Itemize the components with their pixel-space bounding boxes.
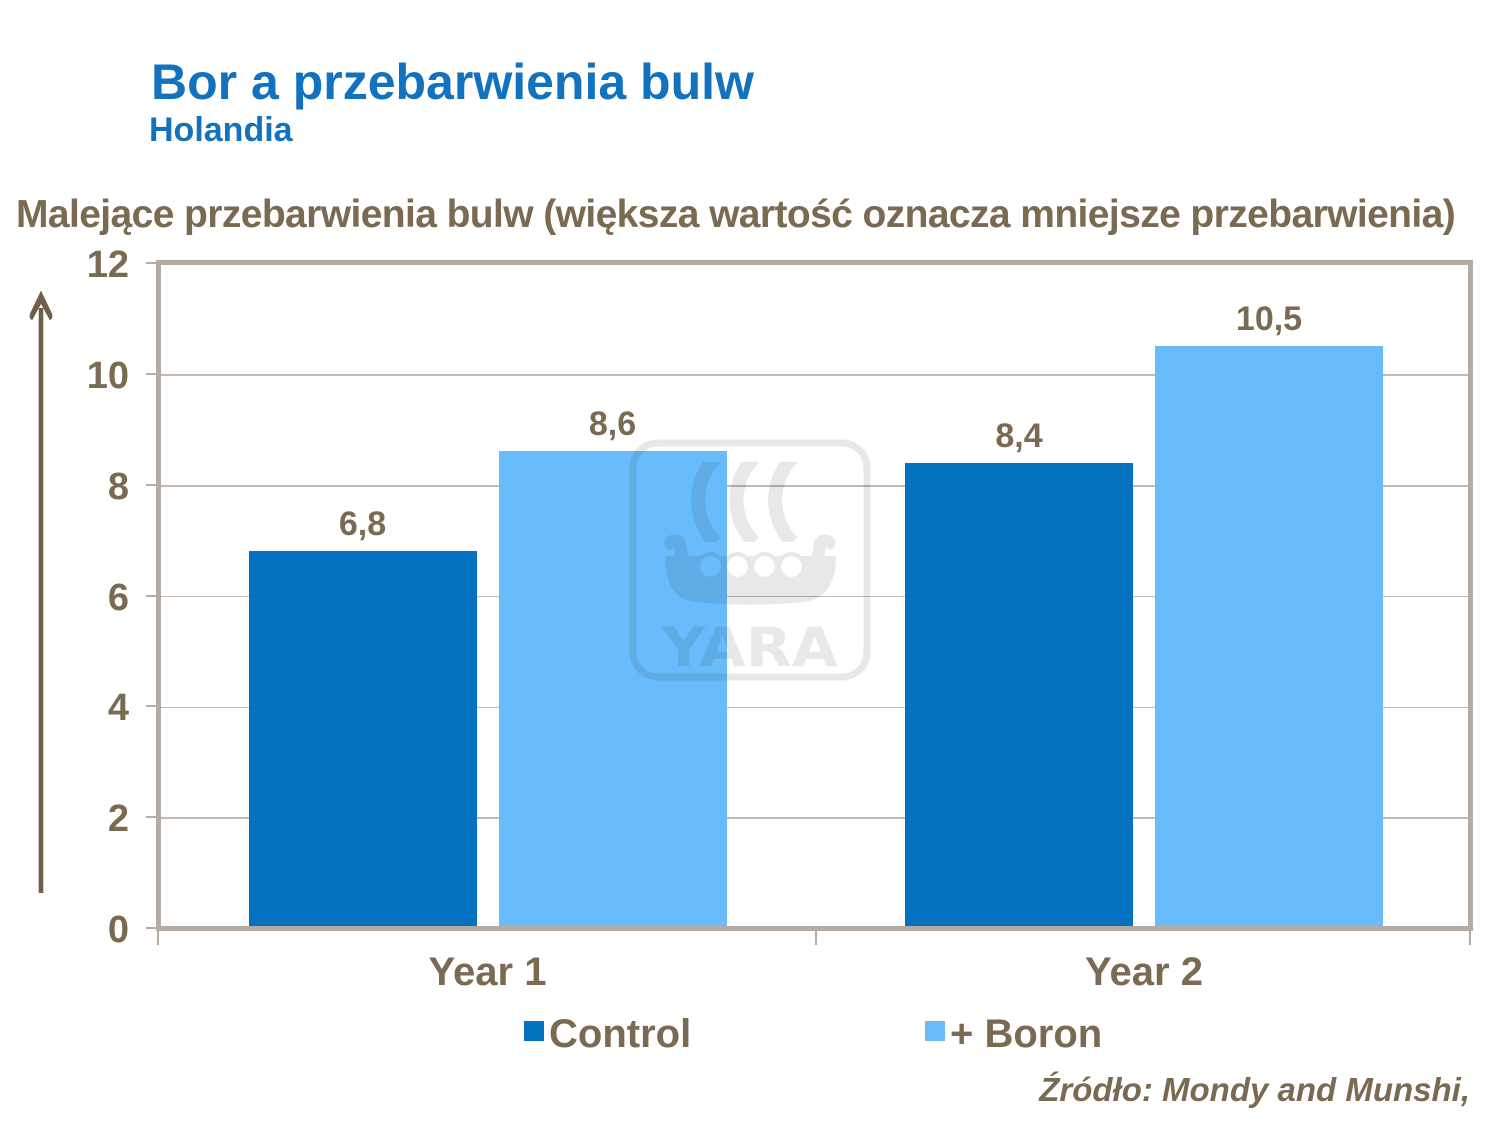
- y-axis-tick: [146, 705, 157, 708]
- slide-title: Bor a przebarwienia bulw: [151, 54, 754, 110]
- y-axis-tick-label: 12: [86, 244, 129, 286]
- gridline: [159, 706, 1470, 709]
- bar-boron-year-2: [1155, 346, 1383, 930]
- bar-control-year-2: [905, 462, 1133, 930]
- bar-value-label: 6,8: [338, 505, 387, 544]
- y-axis-tick: [146, 483, 157, 486]
- legend-item-control: Control: [524, 1011, 691, 1057]
- y-axis-tick-label: 6: [107, 576, 129, 619]
- x-axis-category-label: Year 2: [1085, 950, 1203, 994]
- legend-label: Control: [549, 1012, 692, 1056]
- gridline: [159, 374, 1470, 376]
- legend-swatch: [524, 1020, 544, 1041]
- bar-boron-year-1: [498, 451, 727, 930]
- y-axis-tick-label: 0: [107, 909, 129, 951]
- x-axis-tick: [157, 931, 159, 945]
- y-axis-increase-arrow-icon: [29, 290, 53, 893]
- legend-item-boron: + Boron: [925, 1011, 1102, 1057]
- bar-value-label: 10,5: [1235, 300, 1303, 339]
- bar-control-year-1: [248, 551, 477, 930]
- y-axis-tick-label: 10: [86, 354, 129, 397]
- x-axis-tick: [814, 931, 817, 945]
- y-axis-tick: [146, 816, 157, 819]
- bar-value-label: 8,6: [588, 405, 637, 444]
- y-axis-tick: [146, 372, 157, 375]
- y-axis-tick: [146, 927, 157, 929]
- chart-heading: Malejące przebarwienia bulw (większa war…: [16, 193, 1456, 236]
- gridline: [159, 817, 1470, 820]
- y-axis-tick-label: 2: [107, 798, 129, 841]
- slide-subtitle-location: Holandia: [149, 111, 293, 149]
- y-axis-tick-label: 4: [107, 687, 129, 730]
- source-note: Źródło: Mondy and Munshi,: [1039, 1071, 1470, 1108]
- x-axis-category-label: Year 1: [428, 950, 547, 994]
- bar-value-label: 8,4: [995, 416, 1043, 455]
- x-axis-tick: [1469, 931, 1471, 945]
- y-axis-tick-label: 8: [107, 465, 129, 508]
- y-axis-tick: [146, 594, 157, 597]
- legend-label: + Boron: [950, 1012, 1103, 1056]
- legend-swatch: [925, 1020, 945, 1041]
- y-axis-tick: [146, 262, 157, 264]
